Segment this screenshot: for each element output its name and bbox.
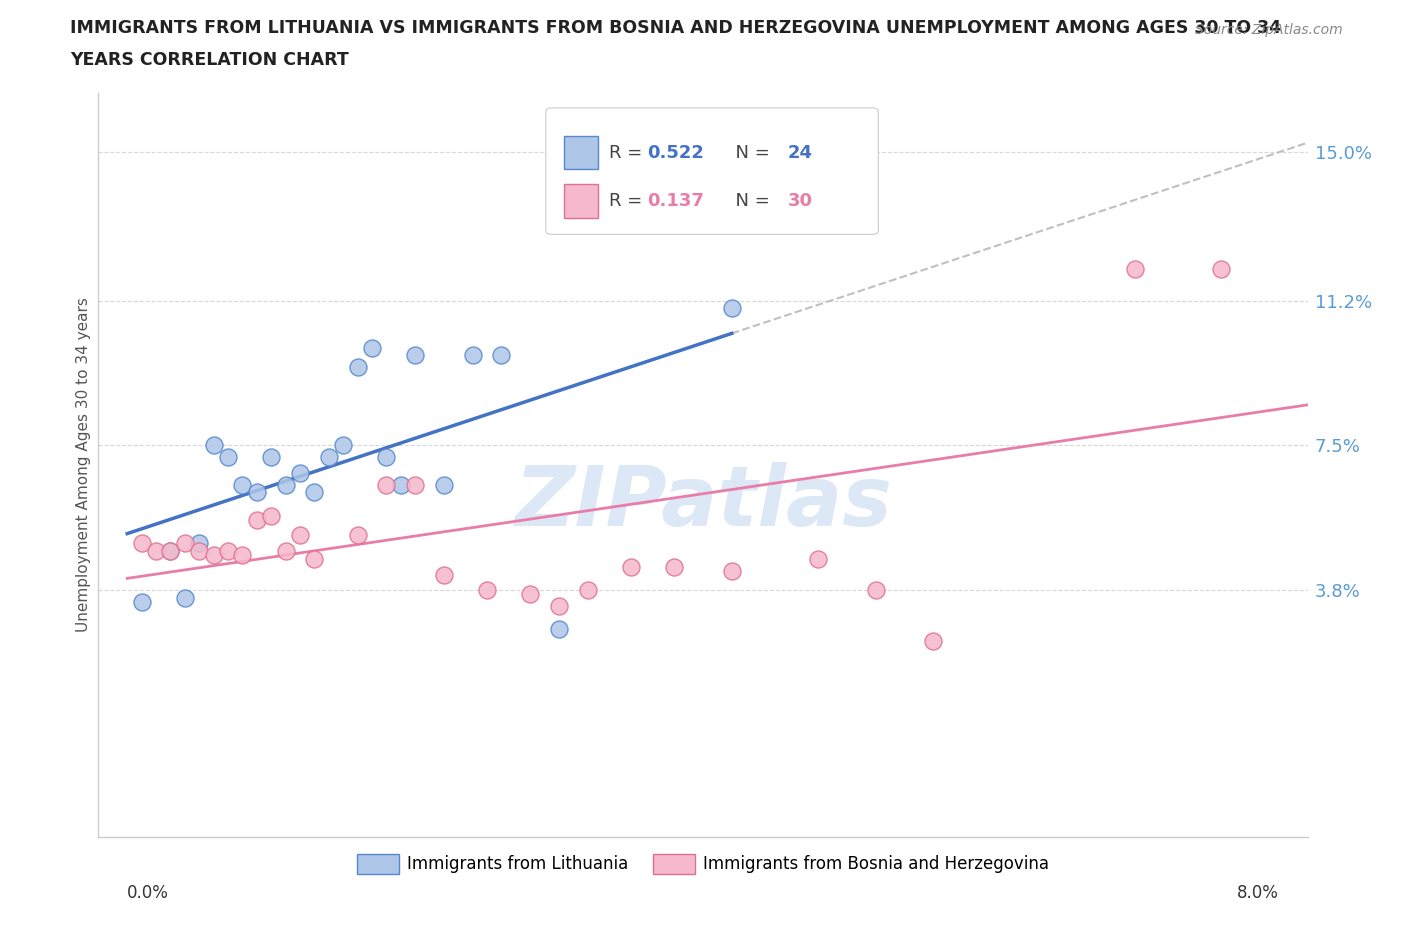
Point [159, 544, 181, 559]
Point [720, 564, 742, 578]
Text: 8.0%: 8.0% [1237, 884, 1279, 902]
Point [865, 583, 887, 598]
Text: 0.0%: 0.0% [127, 884, 169, 902]
Point [433, 567, 456, 582]
Point [749, 195, 772, 210]
Point [361, 340, 384, 355]
Point [145, 544, 167, 559]
Point [217, 544, 239, 559]
Text: N =: N = [724, 143, 775, 162]
Text: YEARS CORRELATION CHART: YEARS CORRELATION CHART [70, 51, 349, 69]
Point [346, 528, 368, 543]
Point [519, 587, 541, 602]
Point [246, 485, 269, 499]
Point [375, 477, 398, 492]
Point [159, 544, 181, 559]
Point [274, 544, 297, 559]
Point [231, 548, 253, 563]
Point [304, 551, 326, 566]
Point [332, 438, 354, 453]
Point [231, 477, 253, 492]
Legend: Immigrants from Lithuania, Immigrants from Bosnia and Herzegovina: Immigrants from Lithuania, Immigrants fr… [350, 847, 1056, 881]
Text: ZIPatlas: ZIPatlas [515, 461, 891, 543]
Point [318, 450, 340, 465]
Point [173, 591, 195, 605]
Point [576, 583, 599, 598]
Text: 24: 24 [787, 143, 813, 162]
Point [389, 477, 412, 492]
Text: IMMIGRANTS FROM LITHUANIA VS IMMIGRANTS FROM BOSNIA AND HERZEGOVINA UNEMPLOYMENT: IMMIGRANTS FROM LITHUANIA VS IMMIGRANTS … [70, 19, 1281, 36]
Point [404, 477, 426, 492]
Point [461, 348, 484, 363]
Text: 0.137: 0.137 [647, 192, 704, 210]
Point [260, 450, 283, 465]
Text: R =: R = [609, 143, 648, 162]
Point [288, 465, 311, 480]
Point [260, 509, 283, 524]
FancyBboxPatch shape [564, 136, 598, 169]
Point [1123, 261, 1146, 276]
Point [1211, 261, 1233, 276]
Text: 30: 30 [787, 192, 813, 210]
Point [131, 594, 153, 609]
Point [246, 512, 269, 527]
Text: N =: N = [724, 192, 775, 210]
Point [346, 360, 368, 375]
Point [433, 477, 456, 492]
Point [217, 450, 239, 465]
Point [202, 438, 225, 453]
Point [304, 485, 326, 499]
Point [188, 544, 211, 559]
Point [131, 536, 153, 551]
Point [475, 583, 498, 598]
Point [922, 633, 945, 648]
FancyBboxPatch shape [564, 184, 598, 218]
Point [548, 599, 571, 614]
Point [404, 348, 426, 363]
Point [274, 477, 297, 492]
Point [288, 528, 311, 543]
Point [491, 348, 513, 363]
Point [548, 622, 571, 637]
Point [664, 559, 686, 574]
Text: 0.522: 0.522 [647, 143, 704, 162]
Text: R =: R = [609, 192, 648, 210]
Point [173, 536, 195, 551]
Point [202, 548, 225, 563]
Point [375, 450, 398, 465]
Point [807, 551, 830, 566]
Text: Source: ZipAtlas.com: Source: ZipAtlas.com [1195, 23, 1343, 37]
FancyBboxPatch shape [546, 108, 879, 234]
Point [188, 536, 211, 551]
Point [620, 559, 643, 574]
Y-axis label: Unemployment Among Ages 30 to 34 years: Unemployment Among Ages 30 to 34 years [76, 298, 91, 632]
Point [720, 301, 742, 316]
